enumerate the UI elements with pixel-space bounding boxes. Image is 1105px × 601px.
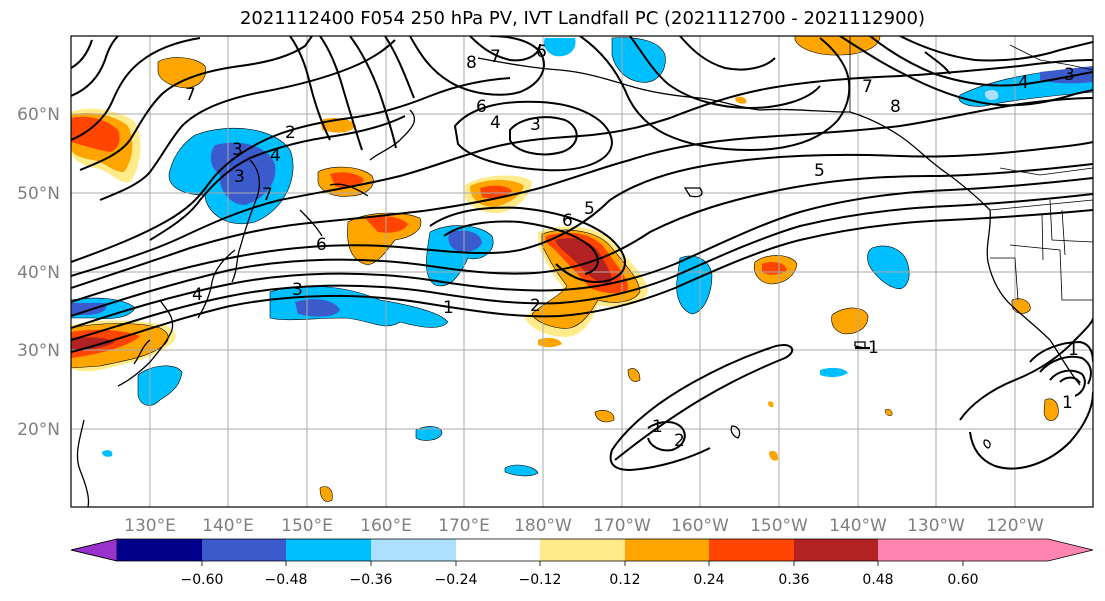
- contour-label: 4: [270, 146, 281, 166]
- colorbar-tick-label: −0.48: [265, 572, 308, 588]
- colorbar-outline: [70, 538, 1094, 562]
- contour-label: 6: [316, 235, 327, 255]
- contour-label: 7: [862, 77, 873, 97]
- graticule: [71, 36, 1093, 507]
- lon-label: 140°E: [202, 516, 254, 536]
- colorbar-tick-label: 0.12: [609, 572, 640, 588]
- contour-label: 5: [584, 199, 595, 219]
- lon-label: 130°E: [124, 516, 176, 536]
- lat-label-20n: 20°N: [17, 420, 60, 440]
- lon-label: 150°E: [281, 516, 333, 536]
- map-content: 6 8 7 7 6 4 3 2 3 4 7 3 6 4 3 1 2 5 6 5 …: [71, 36, 1093, 507]
- lat-label-50n: 50°N: [17, 184, 60, 204]
- lon-label: 170°W: [593, 516, 651, 536]
- colorbar-extend-max: [963, 539, 1093, 561]
- lat-label-40n: 40°N: [17, 263, 60, 283]
- lat-label-30n: 30°N: [17, 341, 60, 361]
- pv-contours: [71, 36, 1093, 472]
- contour-label: 1: [1062, 393, 1073, 413]
- contour-label: 8: [466, 53, 477, 73]
- colorbar-segment: [878, 539, 963, 561]
- contour-label: 3: [292, 280, 303, 300]
- colorbar-segment: [286, 539, 371, 561]
- colorbar-extend-min: [70, 538, 118, 562]
- colorbar-segment: [625, 539, 709, 561]
- lon-label: 140°W: [829, 516, 887, 536]
- colorbar-segment: [456, 539, 540, 561]
- contour-label: 4: [490, 113, 501, 133]
- lon-label: 180°W: [514, 516, 572, 536]
- colorbar-tick-label: 0.60: [947, 572, 978, 588]
- contour-label: 2: [674, 431, 685, 451]
- lat-label-60n: 60°N: [17, 105, 60, 125]
- contour-label: 1: [652, 417, 663, 437]
- longitude-axis: 130°E 140°E 150°E 160°E 170°E 180°W 170°…: [124, 516, 1044, 536]
- contour-label: 3: [530, 115, 541, 135]
- contour-label: 7: [490, 47, 501, 67]
- colorbar-segment: [371, 539, 456, 561]
- contour-label: 6: [476, 97, 487, 117]
- lon-label: 170°E: [438, 516, 490, 536]
- colorbar-segment: [202, 539, 286, 561]
- colorbar-tick-label: −0.24: [435, 572, 478, 588]
- colorbar-segment: [540, 539, 625, 561]
- plot-title: 2021112400 F054 250 hPa PV, IVT Landfall…: [239, 8, 926, 29]
- contour-label: 1: [868, 338, 879, 358]
- colorbar-tick-label: 0.36: [778, 572, 809, 588]
- colorbar-tick-label: −0.12: [519, 572, 562, 588]
- contour-label: 3: [234, 167, 245, 187]
- colorbar-segment: [794, 539, 878, 561]
- lon-label: 130°W: [907, 516, 965, 536]
- lon-label: 160°W: [671, 516, 729, 536]
- contour-label: 1: [1068, 340, 1079, 360]
- contour-label: 5: [814, 161, 825, 181]
- contour-label: 3: [232, 140, 243, 160]
- latitude-axis: 60°N 50°N 40°N 30°N 20°N: [17, 105, 60, 440]
- map-border: [70, 35, 1094, 508]
- colorbar-tick-label: 0.48: [862, 572, 893, 588]
- contour-label: 4: [1018, 73, 1029, 93]
- colorbar-tick-label: 0.24: [693, 572, 724, 588]
- colorbar-tick-label: −0.36: [350, 572, 393, 588]
- colorbar-segment: [117, 539, 202, 561]
- colorbar-segment: [709, 539, 794, 561]
- lon-label: 160°E: [360, 516, 412, 536]
- contour-labels: 6 8 7 7 6 4 3 2 3 4 7 3 6 4 3 1 2 5 6 5 …: [185, 42, 1079, 451]
- colorbar-tick-label: −0.60: [181, 572, 224, 588]
- contour-label: 3: [1064, 65, 1075, 85]
- contour-label: 6: [562, 211, 573, 231]
- contour-label: 7: [262, 185, 273, 205]
- contour-label: 7: [185, 85, 196, 105]
- contour-label: 6: [536, 42, 547, 62]
- colorbar: −0.60 −0.48 −0.36 −0.24 −0.12 0.12 0.24 …: [70, 538, 1094, 588]
- contour-label: 8: [890, 97, 901, 117]
- contour-label: 4: [192, 285, 203, 305]
- contour-label: 1: [443, 298, 454, 318]
- lon-label: 120°W: [986, 516, 1044, 536]
- contour-label: 2: [530, 296, 541, 316]
- contour-label: 2: [285, 123, 296, 143]
- lon-label: 150°W: [750, 516, 808, 536]
